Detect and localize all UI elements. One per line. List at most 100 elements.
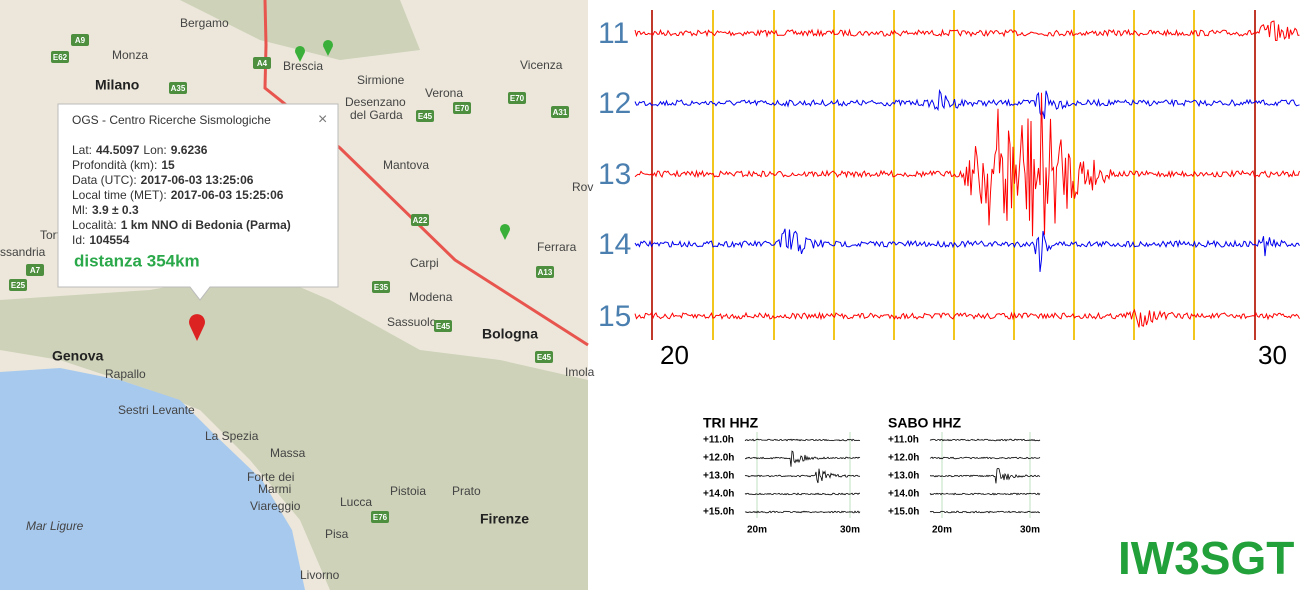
row-label: +12.0h bbox=[888, 453, 919, 464]
popup-field: 2017-06-03 15:25:06 bbox=[171, 188, 284, 202]
road-shield-box bbox=[411, 214, 429, 226]
city-label: Carpi bbox=[410, 256, 439, 270]
city-label: Milano bbox=[95, 77, 139, 93]
city-label: Prato bbox=[452, 484, 481, 498]
x-label: 20m bbox=[747, 525, 767, 536]
hour-label: 15 bbox=[598, 300, 631, 333]
popup-field: 104554 bbox=[89, 233, 129, 247]
popup-title: OGS - Centro Ricerche Sismologiche bbox=[72, 113, 271, 127]
hour-label: 13 bbox=[598, 158, 631, 191]
road-shield: E70 bbox=[510, 94, 525, 103]
popup-line: Data (UTC): 2017-06-03 13:25:06 bbox=[72, 173, 254, 187]
road-shield: A22 bbox=[413, 216, 428, 225]
city-label: Marmi bbox=[258, 482, 291, 496]
popup-field: Località: bbox=[72, 218, 117, 232]
popup-field: Data (UTC): bbox=[72, 173, 137, 187]
road-shield-box bbox=[453, 102, 471, 114]
trace bbox=[634, 308, 1300, 328]
road-shield: A4 bbox=[257, 59, 268, 68]
row-label: +12.0h bbox=[703, 453, 734, 464]
x-label: 30m bbox=[1020, 525, 1040, 536]
road-shield-box bbox=[372, 281, 390, 293]
road-shield: A31 bbox=[553, 108, 568, 117]
popup-line: Ml: 3.9 ± 0.3 bbox=[72, 203, 139, 217]
sea bbox=[0, 368, 305, 590]
city-label: Massa bbox=[270, 446, 306, 460]
hills bbox=[0, 270, 588, 590]
popup-line: Profondità (km): 15 bbox=[72, 158, 175, 172]
popup-field: 15 bbox=[161, 158, 175, 172]
panel-title: SABO HHZ bbox=[888, 415, 962, 431]
x-label: 20m bbox=[932, 525, 952, 536]
popup-line: Local time (MET): 2017-06-03 15:25:06 bbox=[72, 188, 284, 202]
mini-trace bbox=[929, 510, 1041, 514]
marker bbox=[323, 39, 333, 56]
row-label: +11.0h bbox=[703, 435, 734, 446]
mini-trace bbox=[929, 492, 1041, 496]
city-label: Mar Ligure bbox=[26, 519, 84, 533]
row-label: +13.0h bbox=[703, 471, 734, 482]
road-shield: E62 bbox=[53, 53, 68, 62]
city-label: Pistoia bbox=[390, 484, 426, 498]
mini-trace bbox=[744, 438, 861, 442]
city-label: Rov bbox=[572, 180, 593, 194]
road-shield: E35 bbox=[374, 283, 389, 292]
road-shield-box bbox=[508, 92, 526, 104]
popup-field: 3.9 ± 0.3 bbox=[92, 203, 139, 217]
road-shield: E45 bbox=[537, 353, 552, 362]
road-shield: A7 bbox=[30, 266, 41, 275]
popup-field: 9.6236 bbox=[171, 143, 208, 157]
road-shield-box bbox=[536, 266, 554, 278]
city-label: Ferrara bbox=[537, 240, 577, 254]
city-label: Sestri Levante bbox=[118, 403, 195, 417]
popup-line: Lat: 44.5097 Lon: 9.6236 bbox=[72, 143, 208, 157]
popup-line: Id: 104554 bbox=[72, 233, 130, 247]
city-label: Imola bbox=[565, 365, 595, 379]
road-shield-box bbox=[26, 264, 44, 276]
hour-label: 14 bbox=[598, 228, 631, 261]
road-shield: A13 bbox=[538, 268, 553, 277]
road-shield-box bbox=[169, 82, 187, 94]
close-button[interactable]: × bbox=[318, 111, 327, 128]
popup-field: Id: bbox=[72, 233, 85, 247]
city-label: del Garda bbox=[350, 108, 403, 122]
mini-trace bbox=[929, 438, 1041, 442]
popup-field: 2017-06-03 13:25:06 bbox=[141, 173, 254, 187]
row-label: +14.0h bbox=[703, 489, 734, 500]
road-shield-box bbox=[551, 106, 569, 118]
road-shield: A9 bbox=[75, 36, 86, 45]
mini-trace bbox=[744, 492, 861, 496]
city-label: Mantova bbox=[383, 158, 429, 172]
road-shield-box bbox=[253, 57, 271, 69]
city-label: Brescia bbox=[283, 59, 323, 73]
mini-trace bbox=[745, 450, 861, 467]
callsign: IW3SGT bbox=[1118, 532, 1294, 584]
mini-trace bbox=[929, 467, 1041, 484]
mini-trace bbox=[744, 510, 861, 514]
popup-field: Local time (MET): bbox=[72, 188, 167, 202]
popup-field: 1 km NNO di Bedonia (Parma) bbox=[121, 218, 291, 232]
trace bbox=[634, 228, 1300, 272]
city-label: Firenze bbox=[480, 511, 529, 527]
row-label: +15.0h bbox=[888, 507, 919, 518]
city-label: Rapallo bbox=[105, 367, 146, 381]
popup-field: Lat: bbox=[72, 143, 92, 157]
city-label: Sirmione bbox=[357, 73, 405, 87]
epicenter-marker bbox=[189, 314, 205, 341]
city-label: Viareggio bbox=[250, 499, 301, 513]
road-shield-box bbox=[51, 51, 69, 63]
road-shield-box bbox=[371, 511, 389, 523]
city-label: Vicenza bbox=[520, 58, 563, 72]
trace bbox=[634, 88, 1300, 120]
row-label: +15.0h bbox=[703, 507, 734, 518]
popup-box bbox=[57, 103, 339, 301]
markers bbox=[189, 39, 511, 341]
city-label: Bergamo bbox=[180, 16, 229, 30]
road-shield-box bbox=[434, 320, 452, 332]
city-label: Modena bbox=[409, 290, 453, 304]
road-shield: E45 bbox=[436, 322, 451, 331]
road-shield: E45 bbox=[418, 112, 433, 121]
city-label: Monza bbox=[112, 48, 148, 62]
road-shield: A35 bbox=[171, 84, 186, 93]
